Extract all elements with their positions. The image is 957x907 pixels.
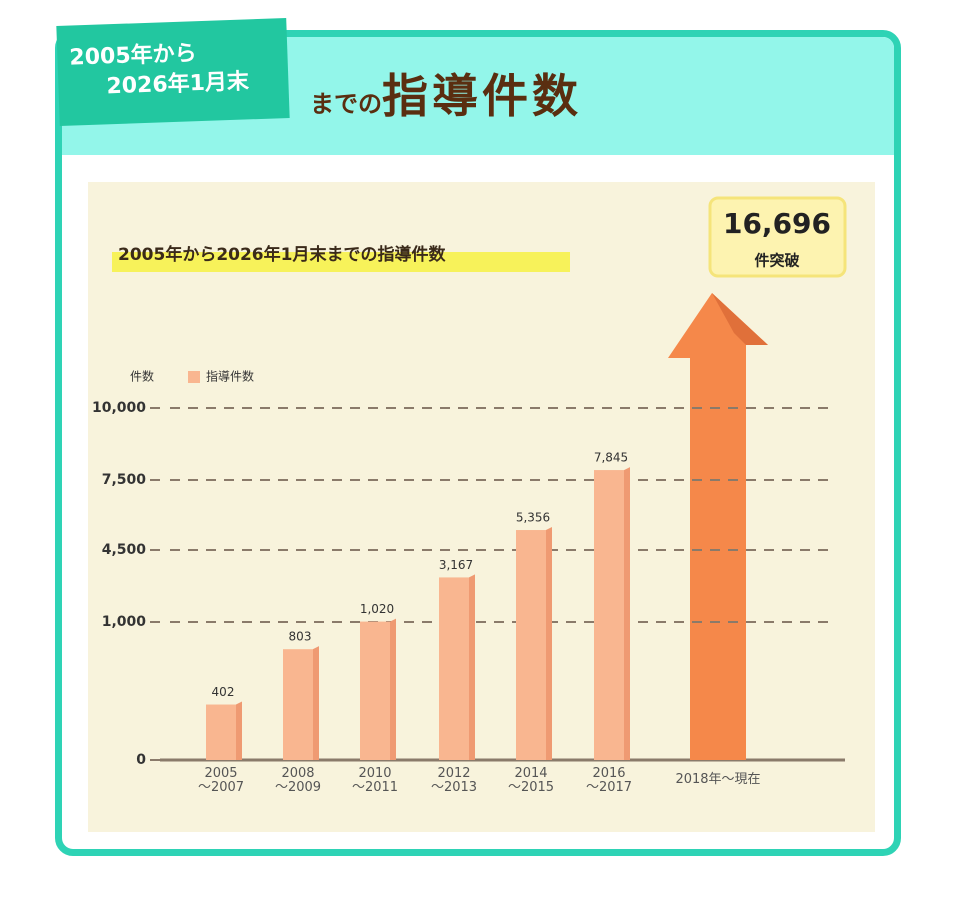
chart-title: 2005年から2026年1月末までの指導件数: [118, 244, 446, 265]
x-tick-label: 2010 ～2011: [351, 766, 399, 795]
value-label: 5,356: [516, 511, 550, 525]
y-tick-label: 4,500: [102, 542, 147, 558]
bar: [594, 470, 624, 760]
arrow: [668, 293, 768, 760]
bar: [439, 577, 469, 760]
header-title: までの指導件数: [310, 60, 582, 126]
legend-swatch: [188, 371, 200, 383]
x-tick-label: 2014 ～2015: [507, 766, 555, 795]
bar-side: [236, 701, 242, 760]
value-label: 402: [212, 685, 235, 699]
legend-label: 指導件数: [206, 369, 254, 384]
bar-side: [313, 646, 319, 760]
y-tick-label: 10,000: [92, 400, 146, 416]
x-tick-label: 2008 ～2009: [274, 766, 322, 795]
bar-side: [469, 574, 475, 760]
bar-side: [546, 527, 552, 760]
bar: [283, 649, 313, 760]
value-label: 3,167: [439, 558, 473, 572]
y-tick-label: 1,000: [102, 614, 147, 630]
y-axis-label: 件数: [130, 369, 154, 384]
bar: [206, 704, 236, 760]
x-tick-label: 2012 ～2013: [430, 766, 478, 795]
bar-side: [624, 467, 630, 760]
callout-text: 件突破: [754, 252, 799, 270]
bar: [360, 621, 390, 760]
value-label: 7,845: [594, 451, 628, 465]
callout-box: [708, 196, 847, 278]
x-tick-label: 2016 ～2017: [585, 766, 633, 795]
y-tick-label: 7,500: [102, 472, 147, 488]
title-highlight: [112, 252, 570, 272]
title-main: 指導件数: [382, 69, 582, 123]
value-label: 803: [289, 630, 312, 644]
x-tick-label: 2005 ～2007: [197, 766, 245, 795]
value-label: 1,020: [360, 602, 394, 616]
bar: [516, 530, 546, 760]
y-tick-label: 0: [136, 752, 146, 768]
arrow-shade: [712, 293, 768, 345]
title-prefix: までの: [310, 90, 382, 118]
callout-value: 16,696: [723, 207, 831, 240]
x-tick-label: 2018年～現在: [675, 772, 761, 787]
bar-side: [390, 618, 396, 760]
